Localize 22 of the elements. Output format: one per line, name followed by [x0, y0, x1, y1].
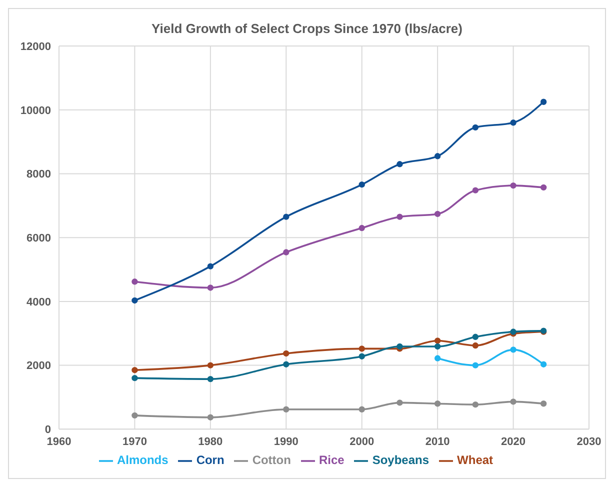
- y-tick-label: 8000: [26, 168, 51, 181]
- legend-label: Rice: [318, 453, 344, 468]
- chart-title: Yield Growth of Select Crops Since 1970 (lbs/acre): [150, 20, 464, 36]
- legend-label: Cotton: [252, 453, 291, 468]
- x-tick-label: 1990: [274, 436, 298, 448]
- y-tick-label: 0: [44, 424, 51, 436]
- y-tick-label: 4000: [26, 296, 51, 308]
- legend-label: Corn: [196, 453, 224, 468]
- x-tick-label: 1970: [122, 436, 147, 448]
- y-tick-label: 2000: [26, 360, 51, 372]
- legend-label: Soybeans: [372, 453, 430, 468]
- legend-label: Wheat: [457, 453, 494, 468]
- y-tick-label: 10000: [20, 104, 51, 117]
- y-tick-label: 12000: [20, 40, 51, 53]
- x-tick-label: 2000: [350, 436, 374, 448]
- legend-label: Almonds: [116, 453, 168, 468]
- x-tick-label: 2030: [576, 436, 602, 448]
- x-tick-label: 2010: [425, 436, 450, 448]
- x-tick-label: 2020: [501, 436, 526, 448]
- x-tick-label: 1980: [198, 436, 223, 448]
- x-tick-label: 1960: [46, 436, 72, 448]
- y-tick-label: 6000: [26, 232, 51, 244]
